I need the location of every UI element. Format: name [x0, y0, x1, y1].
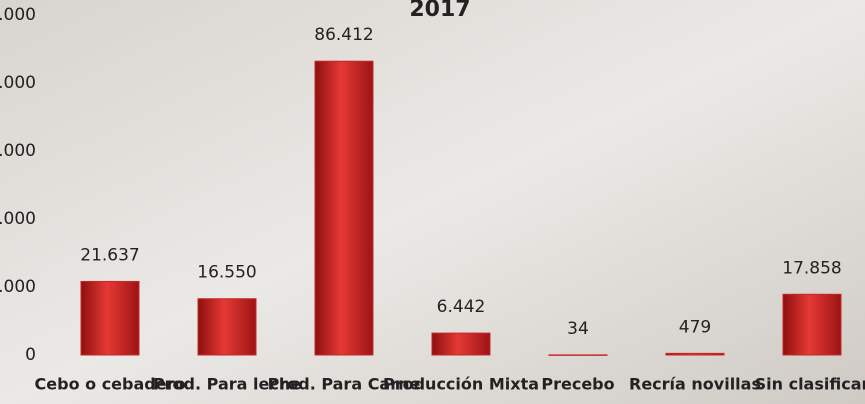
x-tick-label: Sin clasificar	[755, 375, 865, 394]
y-tick-label: 60.000	[0, 141, 36, 161]
y-tick-label: 40.000	[0, 209, 36, 229]
chart-title: 2017	[409, 0, 470, 22]
value-label: 21.637	[80, 245, 139, 265]
x-tick-label: Producción Mixta	[383, 375, 539, 394]
bar	[432, 333, 490, 355]
bar	[315, 61, 373, 355]
value-label: 86.412	[314, 25, 373, 45]
value-label: 17.858	[782, 258, 841, 278]
bar	[198, 299, 256, 355]
y-tick-label: 80.000	[0, 73, 36, 93]
bar	[81, 281, 139, 355]
x-tick-label: Precebo	[541, 375, 614, 394]
x-tick-label: Recría novillas	[629, 375, 761, 394]
bar	[666, 353, 724, 355]
y-tick-label: 0	[25, 345, 36, 365]
value-label: 34	[567, 319, 589, 339]
value-label: 16.550	[197, 263, 256, 283]
y-tick-label: 100.000	[0, 5, 36, 25]
value-label: 479	[679, 317, 711, 337]
chart: 2017 020.00040.00060.00080.000100.000Ceb…	[0, 0, 865, 404]
bar	[783, 294, 841, 355]
y-tick-label: 20.000	[0, 277, 36, 297]
bar	[549, 355, 607, 356]
value-label: 6.442	[437, 297, 486, 317]
